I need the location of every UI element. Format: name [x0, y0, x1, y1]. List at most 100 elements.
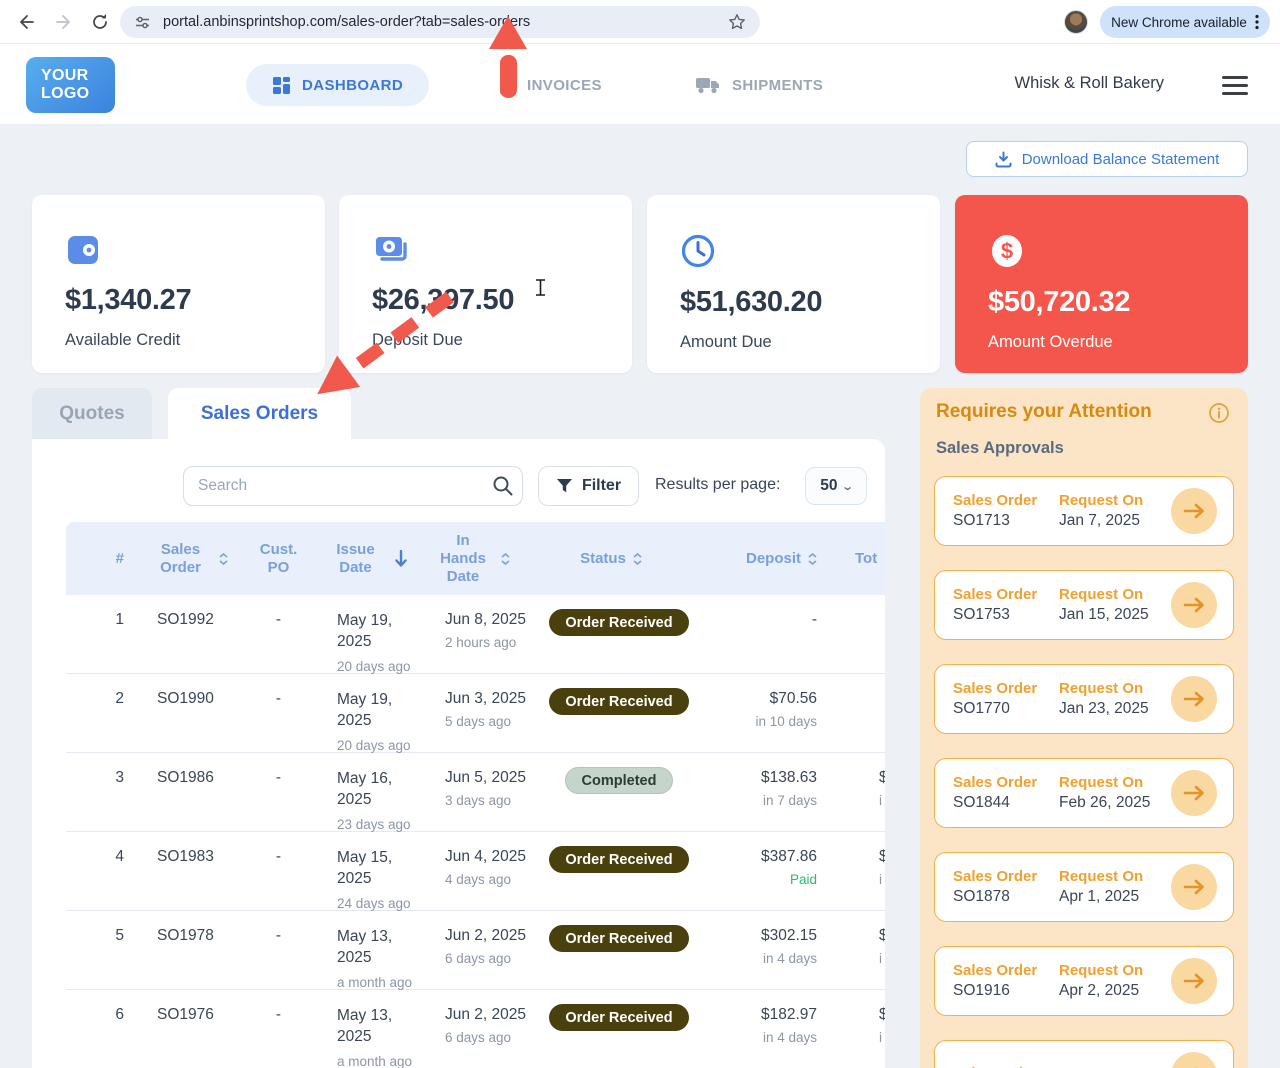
col-header-issue-date[interactable]: Issue Date [316, 541, 416, 577]
search-input[interactable] [183, 466, 523, 506]
status-badge: Completed [564, 767, 674, 794]
table-row[interactable]: 6 SO1976 - May 13, 2025 a month ago Jun 2… [66, 990, 885, 1068]
status-badge: Order Received [549, 1004, 689, 1031]
row-inhands-rel: 4 days ago [445, 872, 512, 887]
dollar-circle-icon: $ [992, 235, 1022, 267]
attn-so-label: Sales Order [953, 1065, 1059, 1068]
table-header: # Sales Order Cust. PO Issue Date In Han… [66, 522, 885, 595]
open-approval-button[interactable] [1171, 582, 1217, 628]
attention-title: Requires your Attention [936, 401, 1152, 422]
col-header-status[interactable]: Status [526, 550, 696, 568]
open-approval-button[interactable] [1171, 958, 1217, 1004]
bookmark-star-icon[interactable] [728, 13, 746, 31]
table-row[interactable]: 2 SO1990 - May 19, 2025 20 days ago Jun 3… [66, 674, 885, 753]
approval-card[interactable]: Sales Order SO1770 Request On Jan 23, 20… [934, 664, 1234, 734]
row-deposit-sub: Paid [789, 872, 817, 887]
attn-so-label: Sales Order [953, 868, 1038, 885]
row-inhands-rel: 5 days ago [445, 714, 512, 729]
status-badge: Order Received [549, 846, 689, 873]
row-po: - [275, 848, 282, 865]
svg-text:$: $ [1001, 239, 1013, 264]
nav-shipments[interactable]: SHIPMENTS [695, 64, 823, 106]
download-icon [995, 151, 1012, 167]
chrome-update-button[interactable]: New Chrome available [1100, 6, 1270, 38]
info-icon[interactable] [1208, 402, 1230, 424]
approval-card[interactable]: Sales Order Request On [934, 1040, 1234, 1068]
approval-card[interactable]: Sales Order SO1713 Request On Jan 7, 202… [934, 476, 1234, 546]
open-approval-button[interactable] [1171, 1052, 1217, 1068]
col-header-cust-po[interactable]: Cust. PO [259, 540, 298, 576]
profile-avatar[interactable] [1064, 10, 1088, 34]
stat-value: $50,720.32 [988, 286, 1131, 318]
approval-card[interactable]: Sales Order SO1753 Request On Jan 15, 20… [934, 570, 1234, 640]
site-info-icon[interactable] [134, 14, 151, 31]
row-inhands-date: Jun 5, 2025 [445, 769, 527, 786]
results-per-page-value: 50 [820, 477, 838, 494]
search-icon[interactable] [492, 475, 514, 497]
company-logo[interactable]: YOUR LOGO [26, 57, 115, 113]
row-inhands-date: Jun 8, 2025 [445, 611, 527, 628]
row-total-sub: i [879, 872, 882, 887]
nav-invoices[interactable]: INVOICES [498, 64, 602, 106]
row-total-sub: i [879, 951, 882, 966]
open-approval-button[interactable] [1171, 770, 1217, 816]
attn-so-value: SO1878 [953, 888, 1010, 905]
row-po: - [275, 611, 282, 628]
stat-card-amount-due: $51,630.20 Amount Due [647, 195, 940, 373]
table-row[interactable]: 4 SO1983 - May 15, 2025 24 days ago Jun 4… [66, 832, 885, 911]
col-header-deposit[interactable]: Deposit [696, 550, 831, 568]
open-approval-button[interactable] [1171, 488, 1217, 534]
table-row[interactable]: 5 SO1978 - May 13, 2025 a month ago Jun 2… [66, 911, 885, 990]
invoice-icon [500, 75, 514, 95]
back-icon[interactable] [16, 12, 36, 32]
filter-button[interactable]: Filter [538, 466, 639, 506]
tab-quotes[interactable]: Quotes [32, 388, 152, 439]
row-inhands-date: Jun 3, 2025 [445, 690, 527, 707]
row-po: - [275, 690, 282, 707]
arrow-right-icon [1183, 785, 1204, 801]
table-row[interactable]: 3 SO1986 - May 16, 2025 23 days ago Jun 5… [66, 753, 885, 832]
attn-req-value: Feb 26, 2025 [1059, 794, 1151, 811]
col-header-total[interactable]: Tot [855, 549, 878, 567]
attn-req-value: Jan 15, 2025 [1059, 606, 1149, 623]
row-total-sub: i [879, 1030, 882, 1045]
row-inhands-rel: 6 days ago [445, 951, 512, 966]
row-deposit: $70.56 [769, 690, 817, 707]
truck-icon [696, 78, 719, 94]
chrome-update-label: New Chrome available [1111, 14, 1247, 30]
reload-icon[interactable] [90, 12, 110, 32]
nav-dashboard[interactable]: DASHBOARD [246, 64, 430, 106]
open-approval-button[interactable] [1171, 676, 1217, 722]
results-per-page-select[interactable]: 50 ⌄ [805, 467, 867, 505]
col-header-sales-order[interactable]: Sales Order [136, 541, 241, 577]
attn-so-value: SO1713 [953, 512, 1010, 529]
row-so: SO1978 [157, 927, 214, 944]
row-deposit-sub: in 7 days [762, 793, 817, 808]
row-deposit: $302.15 [760, 927, 817, 944]
url-bar[interactable]: portal.anbinsprintshop.com/sales-order?t… [120, 6, 760, 38]
row-issue-rel: a month ago [337, 974, 413, 990]
results-per-page-label: Results per page: [655, 476, 781, 493]
table-row[interactable]: 1 SO1992 - May 19, 2025 20 days ago Jun 8… [66, 595, 885, 674]
open-approval-button[interactable] [1171, 864, 1217, 910]
forward-icon[interactable] [54, 12, 74, 32]
row-deposit: $182.97 [760, 1006, 817, 1023]
hamburger-menu-icon[interactable] [1222, 76, 1248, 100]
filter-icon [556, 479, 572, 493]
url-text: portal.anbinsprintshop.com/sales-order?t… [163, 14, 531, 30]
attn-req-label: Request On [1059, 492, 1144, 509]
status-badge: Order Received [549, 688, 689, 715]
row-num: 6 [115, 1006, 124, 1023]
kebab-menu-icon[interactable] [1255, 14, 1259, 30]
col-header-in-hands-date[interactable]: In Hands Date [416, 532, 526, 586]
tab-sales-orders[interactable]: Sales Orders [168, 388, 351, 439]
approval-card[interactable]: Sales Order SO1844 Request On Feb 26, 20… [934, 758, 1234, 828]
row-deposit: $387.86 [760, 848, 817, 865]
attn-so-value: SO1770 [953, 700, 1010, 717]
stat-label: Amount Due [680, 333, 772, 351]
row-deposit-sub: in 10 days [755, 714, 817, 729]
approval-card[interactable]: Sales Order SO1916 Request On Apr 2, 202… [934, 946, 1234, 1016]
row-issue-rel: a month ago [337, 1053, 413, 1068]
download-balance-statement-button[interactable]: Download Balance Statement [966, 141, 1248, 177]
approval-card[interactable]: Sales Order SO1878 Request On Apr 1, 202… [934, 852, 1234, 922]
